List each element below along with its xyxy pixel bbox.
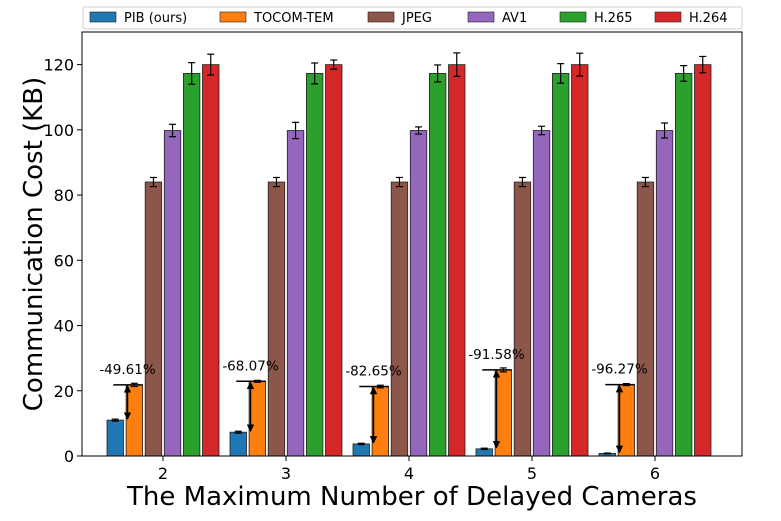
x-tick-label: 3 <box>281 464 291 483</box>
series-pib-ours <box>106 418 616 457</box>
bar <box>428 73 447 457</box>
y-tick-label: 100 <box>43 121 74 140</box>
bar <box>494 369 513 457</box>
bar <box>532 130 551 457</box>
y-tick-label: 20 <box>54 382 74 401</box>
legend-label: H.265 <box>594 11 633 26</box>
bar <box>571 64 589 457</box>
legend-swatch <box>559 11 587 23</box>
bar <box>448 64 466 457</box>
legend-swatch <box>89 11 117 23</box>
bar <box>409 130 428 457</box>
y-axis-title: Communication Cost (KB) <box>19 77 49 411</box>
legend-swatch <box>467 11 495 23</box>
bar <box>267 181 286 457</box>
bar <box>617 384 635 457</box>
y-tick-label: 120 <box>43 56 74 75</box>
bar <box>305 73 324 457</box>
bar <box>182 73 201 457</box>
bar <box>286 130 305 457</box>
y-tick-label: 80 <box>54 186 74 205</box>
bar <box>636 181 655 457</box>
legend-label: JPEG <box>401 11 432 26</box>
bar <box>125 384 143 457</box>
bar <box>144 181 163 457</box>
legend-label: AV1 <box>502 11 527 26</box>
reduction-label: -82.65% <box>345 364 402 380</box>
legend-label: PIB (ours) <box>124 11 187 26</box>
legend-swatch <box>654 11 682 23</box>
x-tick-label: 2 <box>158 464 168 483</box>
bar <box>655 130 674 457</box>
y-tick-label: 40 <box>54 317 74 336</box>
bar <box>694 64 712 457</box>
x-tick-label: 5 <box>527 464 537 483</box>
reduction-label: -96.27% <box>591 362 648 378</box>
legend-swatch <box>367 11 395 23</box>
legend-swatch <box>219 11 247 23</box>
plot-frame <box>81 31 743 457</box>
reduction-label: -49.61% <box>99 362 156 378</box>
reduction-label: -91.58% <box>468 347 525 363</box>
reduction-label: -68.07% <box>222 358 279 374</box>
bar <box>106 419 124 457</box>
bar <box>229 431 247 457</box>
y-tick-label: 0 <box>64 447 74 466</box>
bar <box>513 181 532 457</box>
bar <box>371 386 390 457</box>
legend: PIB (ours) TOCOM-TEM JPEG AV1 H.265 H.264 <box>82 6 743 30</box>
bar <box>675 73 693 457</box>
x-tick-label: 4 <box>404 464 414 483</box>
y-tick-label: 60 <box>54 251 74 270</box>
legend-label: TOCOM-TEM <box>253 11 334 26</box>
series-h-264 <box>202 52 712 457</box>
bar <box>163 130 182 457</box>
bar <box>325 64 343 457</box>
bar <box>352 443 370 457</box>
bar <box>202 64 220 457</box>
bar <box>390 181 409 457</box>
bar <box>248 380 267 457</box>
x-tick-label: 6 <box>650 464 660 483</box>
legend-label: H.264 <box>689 11 728 26</box>
series-av1 <box>163 121 674 457</box>
x-axis-title: The Maximum Number of Delayed Cameras <box>126 482 697 512</box>
bar <box>552 73 570 457</box>
